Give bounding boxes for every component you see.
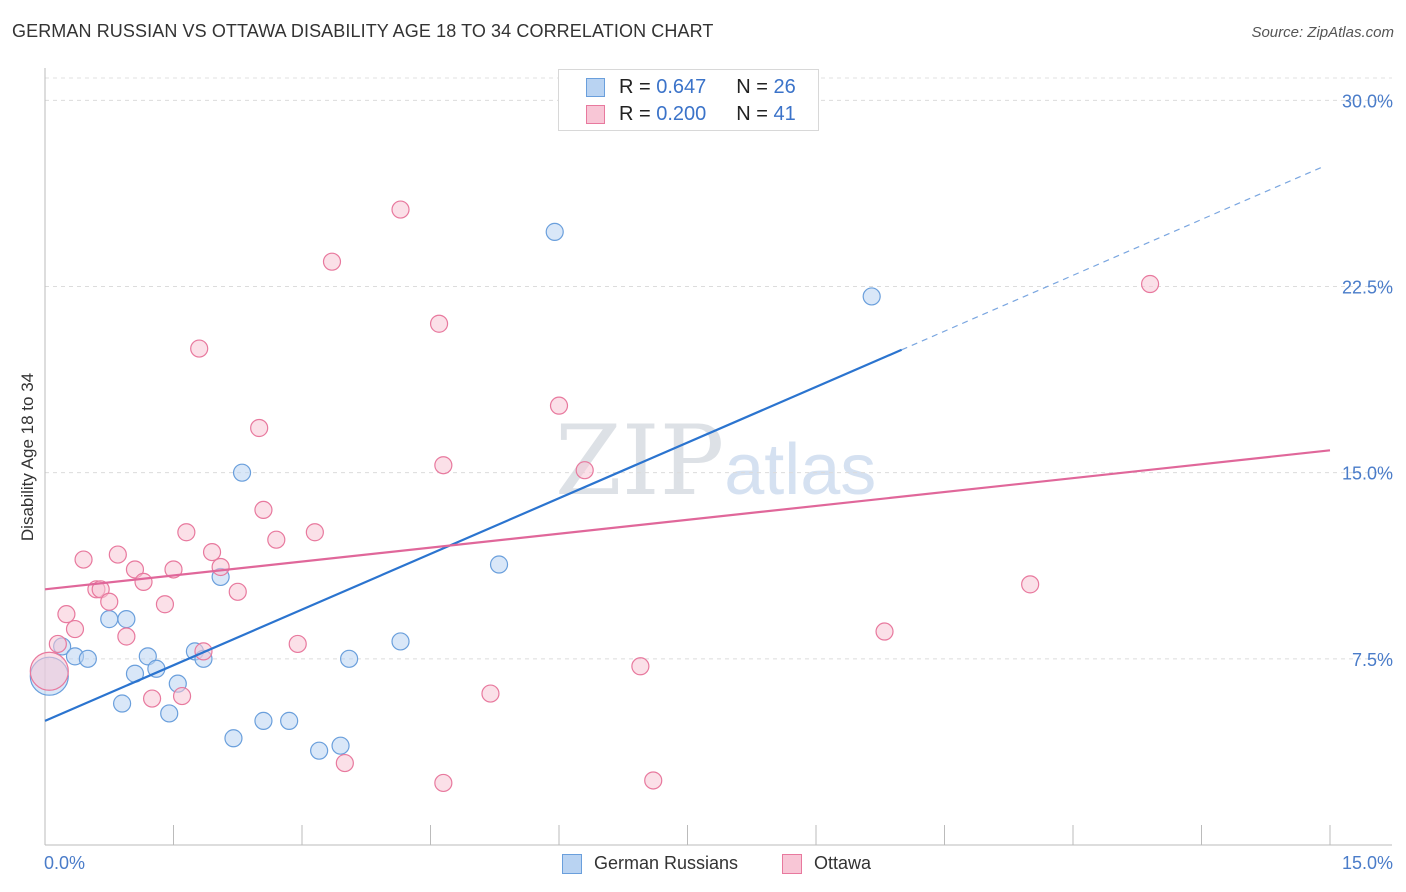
ottawa-point (1140, 274, 1160, 294)
ottawa-point (335, 753, 354, 773)
chart-title: GERMAN RUSSIAN VS OTTAWA DISABILITY AGE … (12, 21, 714, 41)
ottawa-point (48, 634, 67, 654)
x-tick-label-min: 0.0% (44, 853, 85, 873)
ottawa-point (202, 543, 222, 562)
y-tick-label: 22.5% (1342, 278, 1393, 298)
german-russians-point (117, 610, 136, 629)
y-tick-label: 15.0% (1342, 464, 1393, 484)
german-russians-point (112, 694, 132, 713)
german-russians-trend-extension (901, 166, 1322, 351)
ottawa-point (322, 252, 342, 271)
legend-swatch-pink (586, 104, 605, 124)
ottawa-point (434, 456, 453, 475)
ottawa-point (254, 500, 273, 520)
german-russians-point (78, 649, 97, 668)
german-russians-point (254, 711, 273, 730)
legend-n-value: 26 (773, 75, 796, 98)
legend-swatch-blue (562, 853, 582, 874)
ottawa-point (117, 627, 136, 646)
watermark: ZIPatlas (555, 405, 876, 517)
y-tick-label: 7.5% (1352, 650, 1393, 670)
german-russians-point (100, 610, 119, 629)
german-russians-point (340, 649, 359, 668)
ottawa-point (57, 605, 76, 624)
watermark-atlas: atlas (724, 430, 877, 510)
legend-item-german-russians: German Russians (562, 853, 738, 874)
ottawa-point (228, 582, 247, 601)
ottawa-point (172, 686, 192, 706)
german-russians-point (331, 736, 350, 755)
legend-r-value: 0.200 (656, 102, 707, 125)
ottawa-point (91, 580, 110, 599)
german-russians-point (310, 741, 329, 760)
legend-row-german-russians: R = 0.647 N = 26 (586, 75, 796, 99)
ottawa-point (305, 523, 324, 542)
legend-n-label: N = (736, 75, 768, 98)
ottawa-point (267, 530, 286, 549)
legend-swatch-pink (782, 853, 802, 874)
ottawa-point (549, 396, 569, 415)
legend-label-ottawa: Ottawa (814, 853, 872, 873)
legend-swatch-blue (586, 77, 605, 97)
german-russians-point (160, 704, 179, 723)
ottawa-point (250, 418, 269, 438)
legend-item-ottawa: Ottawa (782, 853, 871, 874)
ottawa-point (875, 622, 894, 641)
ottawa-point (29, 651, 69, 691)
ottawa-point (391, 200, 410, 219)
ottawa-point (429, 314, 449, 333)
watermark-zip: ZIP (555, 405, 725, 517)
ottawa-point (190, 339, 209, 358)
ottawa-point (155, 595, 175, 614)
y-tick-label: 30.0% (1342, 91, 1393, 111)
german-russians-point (489, 555, 509, 574)
ottawa-point (211, 557, 230, 577)
x-tick-label-max: 15.0% (1342, 853, 1393, 873)
german-russians-point (224, 729, 243, 748)
german-russians-point (545, 222, 564, 241)
german-russians-point (280, 711, 299, 730)
legend-n-value: 41 (773, 102, 796, 125)
ottawa-point (65, 619, 85, 639)
legend-n-label: N = (736, 102, 768, 125)
ottawa-point (434, 773, 453, 793)
german-russians-point (391, 632, 410, 651)
source-label: Source: ZipAtlas.com (1251, 24, 1394, 41)
german-russians-point (232, 463, 252, 482)
german-russians-point (862, 287, 881, 306)
ottawa-point (134, 572, 153, 591)
german-russians-trendline (44, 348, 903, 722)
correlation-legend: R = 0.647 N = 26 R = 0.200 N = 41 (558, 69, 819, 131)
series-legend: German Russians Ottawa (0, 851, 1406, 879)
ottawa-point (108, 545, 127, 564)
ottawa-point (1021, 575, 1040, 594)
legend-r-value: 0.647 (656, 75, 707, 98)
ottawa-point (631, 657, 650, 676)
ottawa-point (100, 592, 119, 611)
ottawa-point (644, 771, 663, 790)
ottawa-point (288, 634, 307, 654)
ottawa-point (74, 550, 93, 569)
legend-label-german-russians: German Russians (594, 853, 739, 873)
legend-r-label: R = (619, 75, 651, 98)
legend-r-label: R = (619, 102, 651, 125)
ottawa-point (481, 684, 500, 703)
ottawa-point (142, 689, 162, 708)
ottawa-point (125, 560, 145, 579)
german-russians-point (138, 647, 157, 666)
ottawa-point (177, 523, 196, 542)
legend-row-ottawa: R = 0.200 N = 41 (586, 102, 796, 126)
ottawa-point (164, 560, 183, 579)
ottawa-trendline (44, 449, 1331, 591)
ottawa-point (575, 461, 594, 480)
